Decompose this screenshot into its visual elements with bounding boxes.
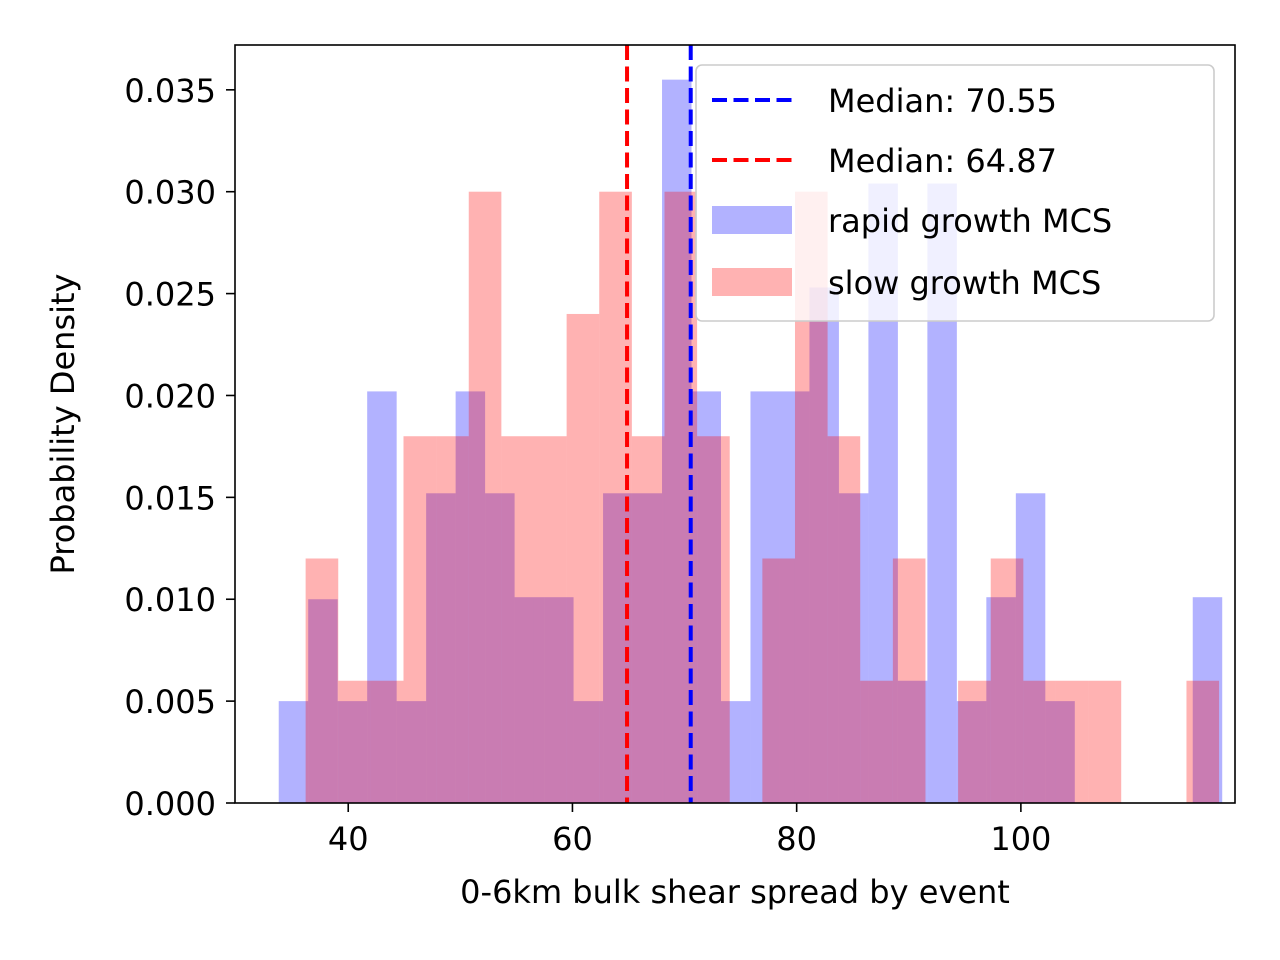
rapid-growth-bar [838,493,869,803]
rapid-growth-bar [1192,597,1223,803]
slow-growth-bar [468,191,502,804]
legend-patch-swatch [712,206,792,234]
y-axis-label: Probability Density [44,274,82,575]
slow-growth-bar [1055,680,1089,803]
slow-growth-bar [370,680,404,803]
median-lines [625,45,693,803]
slow-growth-bar [501,436,534,803]
slow-growth-bar [860,680,893,803]
y-tick-label: 0.035 [124,72,216,110]
y-axis-ticks: 0.000 0.005 0.010 0.015 0.020 0.025 0.030 0.035 [124,72,235,823]
slow-growth-bar [1186,680,1220,803]
rapid-growth-bar [514,597,545,803]
slow-growth-bar [566,313,600,803]
slow-growth-bar [338,680,371,803]
rapid-growth-bar [426,493,456,803]
legend-label: Median: 64.87 [828,142,1057,180]
x-axis-ticks: 40 60 80 100 [328,803,1051,858]
rapid-growth-bar [1045,701,1075,803]
rapid-growth-bar [779,391,810,803]
axes-frame [234,44,1236,804]
rapid-growth-bar [691,391,721,803]
slow-growth-bar [1088,680,1122,803]
x-tick-label: 80 [776,820,817,858]
slow-growth-bar [533,436,567,803]
rapid-growth-bar [750,391,780,803]
slow-growth-bar [1023,680,1056,803]
rapid-growth-bar [455,391,486,803]
slow-growth-bar [436,436,469,803]
slow-growth-bar [892,558,926,803]
y-tick-label: 0.010 [124,581,216,619]
x-tick-label: 100 [990,820,1051,858]
slow-growth-bar [762,558,795,803]
slow-growth-bar [697,436,730,803]
slow-growth-bar [305,558,339,803]
slow-growth-bar [631,436,665,803]
legend-label: rapid growth MCS [828,202,1112,240]
y-tick-label: 0.020 [124,377,216,415]
rapid-growth-bar [720,701,751,803]
rapid-growth-bar [986,597,1016,803]
rapid-growth-bar [573,701,604,803]
slow-growth-bar [990,558,1024,803]
rapid-growth-bar [278,701,309,803]
rapid-growth-bar [396,701,427,803]
rapid-growth-bar [662,79,692,804]
rapid-growth-bar [897,680,928,803]
legend-box [695,64,1215,322]
rapid-growth-bar [485,493,515,803]
rapid-growth-bar [809,287,839,803]
rapid-growth-bar [1015,493,1046,803]
y-tick-label: 0.005 [124,683,216,721]
rapid-growth-bar [632,493,663,803]
rapid-growth-bar [544,597,574,803]
legend-label: Median: 70.55 [828,82,1057,120]
y-tick-label: 0.000 [124,785,216,823]
legend-label: slow growth MCS [828,264,1101,302]
y-tick-label: 0.030 [124,174,216,212]
x-tick-label: 40 [328,820,369,858]
slow-growth-bar [827,436,861,803]
rapid-growth-bar [337,701,368,803]
legend: Median: 70.55 Median: 64.87 rapid growth M… [695,64,1215,322]
legend-patch-swatch [712,268,792,296]
x-tick-label: 60 [552,820,593,858]
rapid-growth-bar [956,701,987,803]
rapid-growth-bar [367,391,397,803]
y-tick-label: 0.015 [124,479,216,517]
slow-growth-bar [403,436,437,803]
y-tick-label: 0.025 [124,276,216,314]
x-axis-label: 0-6km bulk shear spread by event [460,873,1010,911]
slow-growth-bars [305,191,1220,804]
slow-growth-bar [958,680,991,803]
rapid-growth-bar [308,599,338,803]
